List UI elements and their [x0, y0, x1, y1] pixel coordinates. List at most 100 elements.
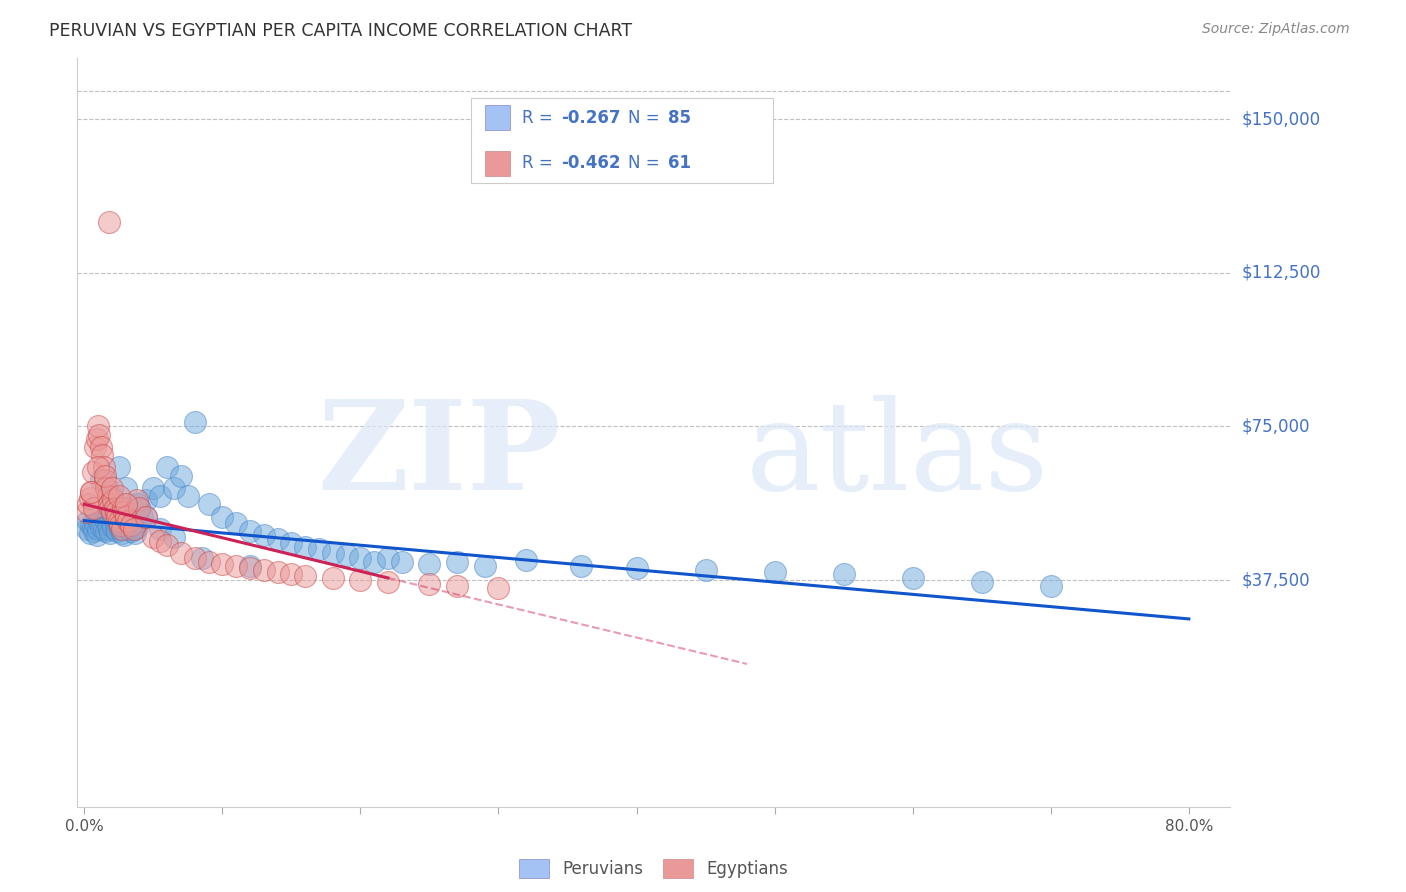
- Text: ZIP: ZIP: [318, 394, 561, 516]
- Point: [110, 525, 132, 540]
- Point: [76, 522, 98, 536]
- Text: PERUVIAN VS EGYPTIAN PER CAPITA INCOME CORRELATION CHART: PERUVIAN VS EGYPTIAN PER CAPITA INCOME C…: [49, 22, 633, 40]
- Point: [280, 536, 302, 550]
- Point: [114, 481, 136, 495]
- Point: [94, 473, 117, 487]
- Point: [97, 517, 120, 532]
- Point: [177, 489, 200, 503]
- Point: [86, 432, 108, 446]
- Point: [349, 573, 371, 587]
- Point: [124, 525, 146, 540]
- Point: [86, 528, 108, 542]
- Point: [135, 509, 157, 524]
- Text: atlas: atlas: [747, 394, 1049, 516]
- Point: [107, 489, 129, 503]
- Point: [418, 557, 440, 571]
- Point: [89, 514, 111, 528]
- Point: [104, 522, 127, 536]
- Point: [104, 514, 127, 528]
- Point: [253, 563, 276, 577]
- Point: [474, 558, 496, 573]
- Point: [197, 497, 219, 511]
- Point: [93, 522, 115, 536]
- Point: [322, 571, 344, 585]
- Point: [225, 516, 247, 530]
- Point: [239, 524, 262, 538]
- Point: [170, 546, 193, 560]
- Point: [569, 558, 592, 573]
- Point: [335, 549, 357, 563]
- Point: [80, 485, 103, 500]
- Point: [118, 522, 141, 536]
- Point: [308, 542, 330, 557]
- Point: [87, 522, 110, 536]
- Point: [253, 528, 276, 542]
- Point: [125, 493, 148, 508]
- Point: [294, 541, 316, 555]
- Text: R =: R =: [522, 154, 558, 172]
- Point: [377, 575, 399, 590]
- Point: [446, 579, 468, 593]
- Point: [211, 557, 233, 571]
- Point: [197, 555, 219, 569]
- Point: [105, 524, 128, 538]
- Point: [149, 534, 172, 549]
- Point: [98, 215, 121, 229]
- Point: [128, 501, 150, 516]
- Point: [97, 489, 120, 503]
- Point: [120, 524, 142, 538]
- Point: [114, 497, 136, 511]
- Point: [190, 550, 212, 565]
- Point: [280, 566, 302, 581]
- Point: [363, 555, 385, 569]
- Point: [117, 514, 139, 528]
- Text: N =: N =: [628, 109, 665, 127]
- Point: [183, 550, 205, 565]
- Point: [131, 509, 153, 524]
- Point: [111, 517, 134, 532]
- Point: [96, 481, 118, 495]
- Point: [970, 575, 993, 590]
- Point: [391, 555, 413, 569]
- Point: [114, 520, 136, 534]
- Point: [901, 571, 924, 585]
- Point: [239, 558, 262, 573]
- Text: $150,000: $150,000: [1241, 111, 1320, 128]
- Point: [266, 532, 288, 546]
- Point: [112, 528, 135, 542]
- Point: [142, 530, 165, 544]
- Point: [91, 448, 114, 462]
- Point: [112, 506, 135, 520]
- Point: [107, 517, 129, 532]
- Point: [163, 481, 186, 495]
- Point: [122, 522, 145, 536]
- Point: [135, 493, 157, 508]
- Point: [77, 514, 100, 528]
- Point: [80, 517, 103, 532]
- Text: N =: N =: [628, 154, 665, 172]
- Point: [121, 516, 143, 530]
- Point: [101, 489, 124, 503]
- Point: [108, 522, 131, 536]
- Point: [87, 460, 110, 475]
- Point: [100, 525, 122, 540]
- Text: $112,500: $112,500: [1241, 264, 1320, 282]
- Point: [626, 560, 648, 574]
- Point: [163, 530, 186, 544]
- Point: [170, 468, 193, 483]
- Point: [90, 473, 112, 487]
- Point: [149, 522, 172, 536]
- Point: [84, 516, 107, 530]
- Point: [94, 468, 117, 483]
- Point: [120, 517, 142, 532]
- Point: [763, 565, 786, 579]
- Point: [135, 509, 157, 524]
- Point: [122, 522, 145, 536]
- Point: [76, 506, 98, 520]
- Point: [322, 546, 344, 560]
- Point: [77, 497, 100, 511]
- Point: [149, 489, 172, 503]
- Point: [110, 522, 132, 536]
- Point: [104, 501, 127, 516]
- Point: [101, 481, 124, 495]
